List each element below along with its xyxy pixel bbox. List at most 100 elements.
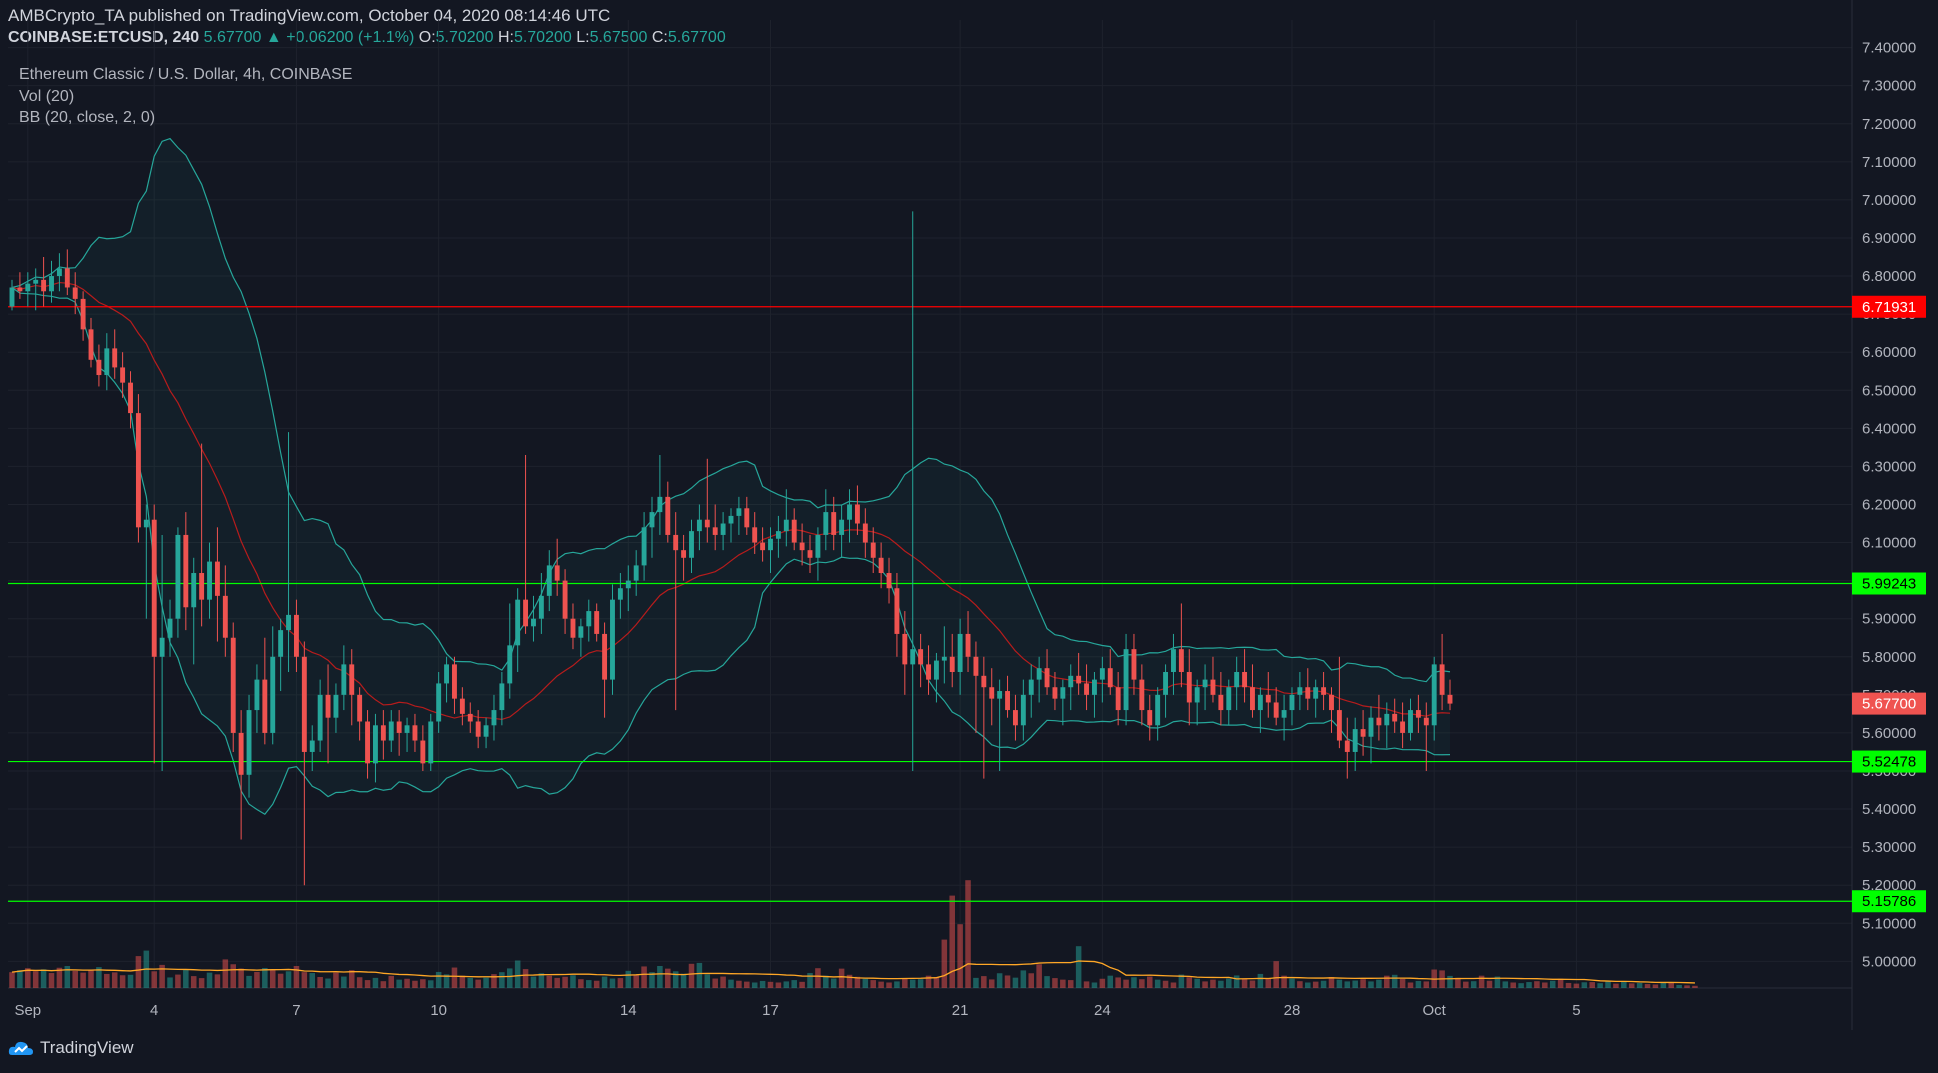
volume-bar bbox=[388, 975, 395, 988]
volume-bar bbox=[341, 976, 347, 988]
candle-body bbox=[649, 512, 655, 528]
volume-bar bbox=[1589, 982, 1595, 988]
candle-body bbox=[1123, 649, 1129, 711]
candle-body bbox=[910, 649, 916, 665]
volume-bar bbox=[380, 981, 387, 988]
volume-bar bbox=[491, 974, 497, 988]
volume-bar bbox=[1368, 981, 1374, 988]
volume-bar bbox=[96, 967, 102, 988]
volume-bar bbox=[838, 968, 845, 988]
symbol-name[interactable]: COINBASE:ETCUSD, 240 bbox=[8, 29, 200, 46]
volume-bar bbox=[1542, 982, 1548, 988]
volume-bar bbox=[190, 976, 197, 988]
volume-bar bbox=[230, 964, 236, 988]
price-tag bbox=[1852, 890, 1926, 913]
time-tick-label: 5 bbox=[1572, 1002, 1580, 1019]
volume-bar bbox=[1233, 975, 1240, 988]
candle-body bbox=[902, 633, 908, 665]
candle-body bbox=[167, 618, 173, 638]
candle-body bbox=[1028, 679, 1034, 695]
candle-body bbox=[1415, 710, 1421, 718]
candle-body bbox=[1423, 717, 1429, 726]
candle-body bbox=[546, 565, 552, 596]
candle-body bbox=[373, 725, 378, 764]
candle-body bbox=[847, 504, 852, 520]
volume-bar bbox=[933, 977, 940, 988]
candle-body bbox=[1226, 687, 1232, 711]
tradingview-logo[interactable]: TradingView bbox=[8, 1038, 134, 1058]
volume-bar bbox=[246, 975, 252, 988]
candle-body bbox=[1392, 713, 1398, 722]
price-tick-label: 6.50000 bbox=[1862, 382, 1916, 399]
candle-body bbox=[88, 329, 94, 360]
candle-body bbox=[1368, 717, 1374, 737]
candle-body bbox=[143, 519, 149, 528]
candle-body bbox=[1076, 675, 1082, 684]
candle-body bbox=[728, 515, 734, 524]
volume-bar bbox=[48, 973, 55, 988]
price-tag bbox=[1852, 572, 1926, 595]
volume-bar bbox=[1297, 981, 1303, 988]
candle-body bbox=[1408, 710, 1413, 733]
volume-bar bbox=[965, 880, 971, 988]
candle-body bbox=[736, 508, 742, 516]
volume-legend[interactable]: Vol (20) bbox=[19, 88, 75, 105]
candle-body bbox=[578, 626, 584, 638]
volume-bar bbox=[167, 977, 173, 988]
volume-bar bbox=[1652, 984, 1659, 988]
chart-legend-title: Ethereum Classic / U.S. Dollar, 4h, COIN… bbox=[19, 66, 353, 83]
time-tick-label: 17 bbox=[762, 1002, 779, 1019]
volume-bar bbox=[665, 968, 671, 988]
volume-bar bbox=[1463, 981, 1469, 988]
volume-bar bbox=[309, 973, 316, 988]
bollinger-band-area bbox=[12, 138, 1450, 815]
volume-bar bbox=[72, 970, 78, 988]
candle-body bbox=[128, 382, 133, 414]
candle-body bbox=[1131, 649, 1137, 680]
volume-bar bbox=[807, 973, 813, 988]
volume-bar bbox=[617, 978, 624, 988]
volume-bar bbox=[1265, 978, 1272, 988]
volume-bar bbox=[886, 982, 892, 988]
bollinger-legend[interactable]: BB (20, close, 2, 0) bbox=[19, 109, 156, 126]
candle-body bbox=[230, 637, 236, 733]
candle-body bbox=[1242, 672, 1248, 688]
time-tick-label: 4 bbox=[150, 1002, 158, 1019]
candle-body bbox=[610, 599, 615, 680]
price-axis: 7.40000 7.30000 7.20000 7.10000 7.00000 6.900… bbox=[1852, 40, 1926, 970]
candle-body bbox=[862, 523, 868, 543]
candle-body bbox=[949, 656, 955, 672]
volume-bar bbox=[111, 972, 118, 988]
volume-bar bbox=[546, 975, 553, 988]
candle-body bbox=[135, 413, 141, 528]
candle-body bbox=[64, 268, 70, 288]
candle-body bbox=[839, 519, 845, 535]
time-tick-label: 7 bbox=[292, 1002, 300, 1019]
candle-body bbox=[926, 664, 931, 680]
candle-body bbox=[1092, 679, 1097, 695]
candle-body bbox=[957, 633, 963, 672]
volume-bar bbox=[277, 973, 284, 988]
candle-body bbox=[278, 630, 284, 657]
volume-bar bbox=[1312, 981, 1319, 988]
candle-body bbox=[918, 649, 924, 665]
candle-body bbox=[325, 694, 331, 718]
volume-bar bbox=[1131, 977, 1137, 988]
volume-bar bbox=[988, 979, 995, 988]
candle-body bbox=[222, 595, 228, 638]
candle-body bbox=[775, 531, 781, 539]
volume-bar bbox=[372, 977, 379, 988]
candle-body bbox=[554, 565, 560, 581]
candle-body bbox=[1099, 668, 1105, 680]
volume-bar bbox=[1360, 979, 1366, 988]
volume-bar bbox=[1218, 980, 1224, 988]
price-tick-label: 5.20000 bbox=[1862, 877, 1916, 894]
candle-body bbox=[1439, 664, 1445, 695]
volume-bar bbox=[404, 978, 410, 988]
volume-bar bbox=[451, 967, 458, 988]
close-label: C: bbox=[651, 29, 668, 46]
volume-bar bbox=[1139, 979, 1145, 988]
volume-bar bbox=[1581, 982, 1588, 988]
price-tick-label: 6.80000 bbox=[1862, 268, 1916, 285]
